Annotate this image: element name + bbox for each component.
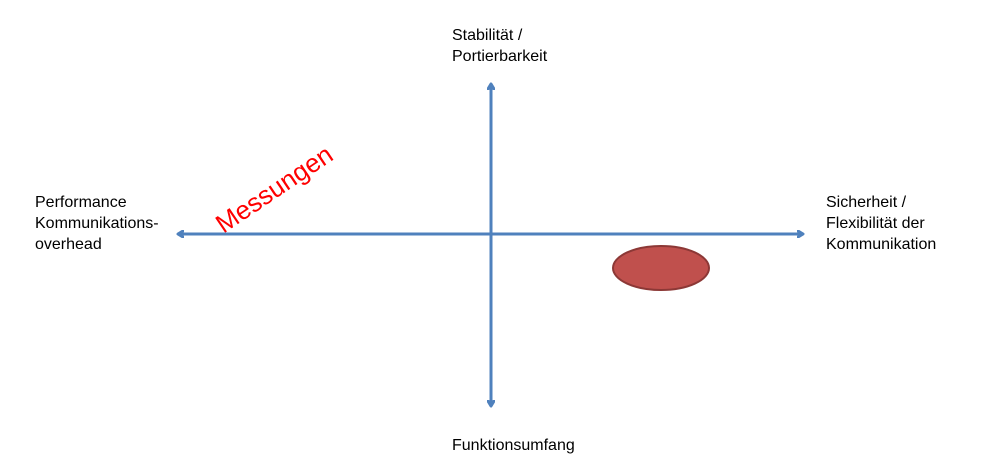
left-axis-label: Performance Kommunikations- overhead: [35, 192, 159, 255]
top-axis-label-line: Portierbarkeit: [452, 48, 548, 65]
top-axis-label-line: Stabilität /: [452, 27, 523, 44]
position-marker: [612, 245, 710, 291]
bottom-axis-label-line: Funktionsumfang: [452, 437, 575, 454]
right-axis-label-line: Flexibilität der: [826, 215, 925, 232]
right-axis-label-line: Kommunikation: [826, 236, 937, 253]
left-axis-label-line: Kommunikations-: [35, 215, 159, 232]
top-axis-label: Stabilität / Portierbarkeit: [452, 25, 547, 67]
right-axis-label-line: Sicherheit /: [826, 194, 907, 211]
left-axis-label-line: Performance: [35, 194, 127, 211]
right-axis-label: Sicherheit / Flexibilität der Kommunikat…: [826, 192, 936, 255]
left-axis-label-line: overhead: [35, 236, 102, 253]
bottom-axis-label: Funktionsumfang: [452, 435, 575, 456]
